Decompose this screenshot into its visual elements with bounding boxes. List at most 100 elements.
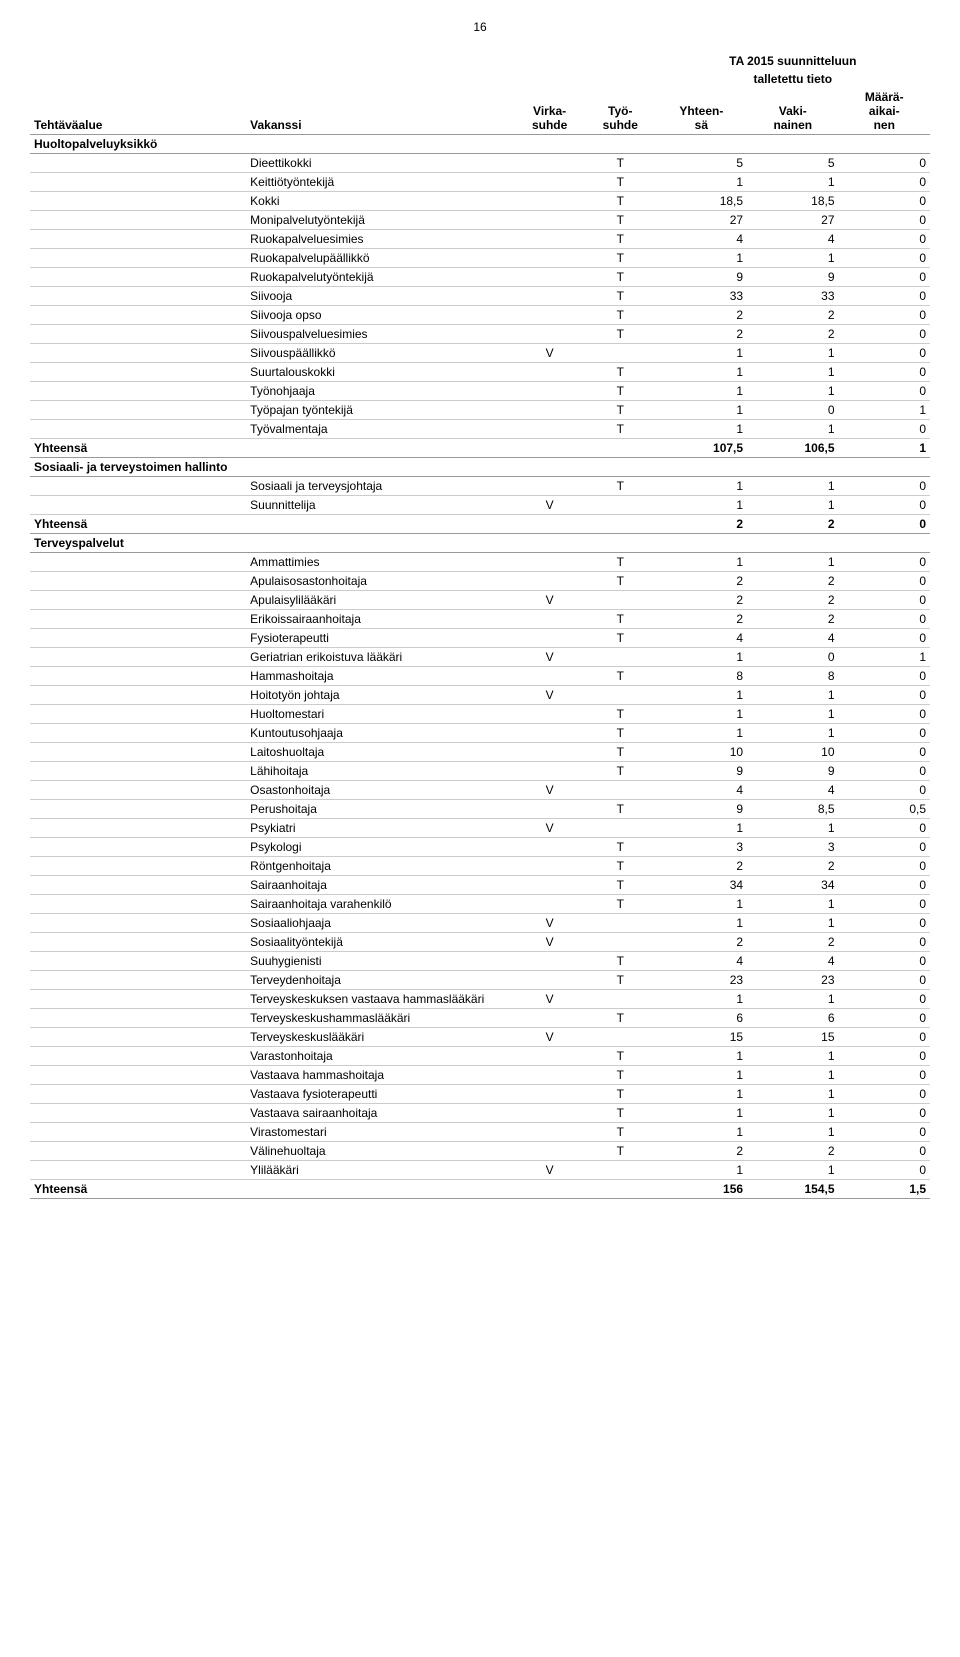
staffing-table: Tehtäväalue Vakanssi Virka-suhde Työ-suh… xyxy=(30,52,930,1199)
cell-maara: 0 xyxy=(839,306,931,325)
cell-maara: 0 xyxy=(839,1066,931,1085)
cell-vakanssi: Hoitotyön johtaja xyxy=(246,686,514,705)
cell-virka xyxy=(514,667,585,686)
cell-tehtava xyxy=(30,800,246,819)
cell-maara: 0 xyxy=(839,477,931,496)
cell-maara: 0 xyxy=(839,952,931,971)
cell-tyo: T xyxy=(585,971,656,990)
cell-tyo: T xyxy=(585,762,656,781)
cell-vaki: 1 xyxy=(747,363,838,382)
cell-yht: 1 xyxy=(656,819,747,838)
cell-yht: 9 xyxy=(656,800,747,819)
cell-tehtava xyxy=(30,1028,246,1047)
cell-yht: 1 xyxy=(656,363,747,382)
cell-vakanssi: Röntgenhoitaja xyxy=(246,857,514,876)
cell-vaki: 9 xyxy=(747,268,838,287)
cell-tyo xyxy=(585,648,656,667)
cell-vakanssi: Laitoshuoltaja xyxy=(246,743,514,762)
cell-virka xyxy=(514,1085,585,1104)
cell-tehtava xyxy=(30,933,246,952)
cell-virka: V xyxy=(514,819,585,838)
cell-virka xyxy=(514,724,585,743)
cell-tehtava xyxy=(30,686,246,705)
cell-vaki: 1 xyxy=(747,1047,838,1066)
table-row: Hoitotyön johtajaV110 xyxy=(30,686,930,705)
cell-vaki: 4 xyxy=(747,629,838,648)
cell-maara: 0 xyxy=(839,1161,931,1180)
cell-yht: 2 xyxy=(656,933,747,952)
cell-tehtava xyxy=(30,325,246,344)
table-row: ErikoissairaanhoitajaT220 xyxy=(30,610,930,629)
cell-vaki: 9 xyxy=(747,762,838,781)
cell-vaki: 15 xyxy=(747,1028,838,1047)
cell-vakanssi: Psykologi xyxy=(246,838,514,857)
cell-vaki: 1 xyxy=(747,1123,838,1142)
cell-virka xyxy=(514,971,585,990)
cell-yht: 6 xyxy=(656,1009,747,1028)
total-label: Yhteensä xyxy=(30,515,246,534)
cell-tehtava xyxy=(30,971,246,990)
cell-virka xyxy=(514,1123,585,1142)
cell-tyo xyxy=(585,990,656,1009)
cell-yht: 1 xyxy=(656,477,747,496)
cell-vakanssi: Siivouspäällikkö xyxy=(246,344,514,363)
cell-vaki: 27 xyxy=(747,211,838,230)
cell-virka xyxy=(514,876,585,895)
cell-tehtava xyxy=(30,268,246,287)
cell-tyo: T xyxy=(585,572,656,591)
cell-virka xyxy=(514,1047,585,1066)
cell-virka xyxy=(514,363,585,382)
cell-maara: 0 xyxy=(839,857,931,876)
cell-vakanssi: Sairaanhoitaja xyxy=(246,876,514,895)
cell-vaki: 1 xyxy=(747,420,838,439)
cell-vakanssi: Terveyskeskushammaslääkäri xyxy=(246,1009,514,1028)
cell-tehtava xyxy=(30,1161,246,1180)
cell-virka xyxy=(514,572,585,591)
cell-vaki: 3 xyxy=(747,838,838,857)
cell-virka xyxy=(514,1142,585,1161)
cell-vaki: 1 xyxy=(747,895,838,914)
cell-tyo: T xyxy=(585,154,656,173)
table-row: ApulaisosastonhoitajaT220 xyxy=(30,572,930,591)
table-row: KokkiT18,518,50 xyxy=(30,192,930,211)
cell-vakanssi: Apulaisylilääkäri xyxy=(246,591,514,610)
table-row: SiivouspäällikköV110 xyxy=(30,344,930,363)
cell-vakanssi: Osastonhoitaja xyxy=(246,781,514,800)
page-number: 16 xyxy=(30,20,930,34)
table-row: ApulaisylilääkäriV220 xyxy=(30,591,930,610)
table-row: DieettikokkiT550 xyxy=(30,154,930,173)
cell-yht: 2 xyxy=(656,857,747,876)
cell-vakanssi: Ruokapalveluesimies xyxy=(246,230,514,249)
table-row: SosiaalityöntekijäV220 xyxy=(30,933,930,952)
cell-vakanssi: Lähihoitaja xyxy=(246,762,514,781)
cell-vakanssi: Perushoitaja xyxy=(246,800,514,819)
cell-vaki: 1 xyxy=(747,914,838,933)
cell-tehtava xyxy=(30,667,246,686)
cell-virka xyxy=(514,477,585,496)
cell-yht: 1 xyxy=(656,914,747,933)
cell-tehtava xyxy=(30,838,246,857)
cell-vaki: 1 xyxy=(747,1066,838,1085)
cell-vakanssi: Sairaanhoitaja varahenkilö xyxy=(246,895,514,914)
cell-vaki: 23 xyxy=(747,971,838,990)
cell-maara: 0 xyxy=(839,895,931,914)
cell-tehtava xyxy=(30,914,246,933)
table-row: RöntgenhoitajaT220 xyxy=(30,857,930,876)
cell-yht: 9 xyxy=(656,268,747,287)
table-row: VarastonhoitajaT110 xyxy=(30,1047,930,1066)
cell-tyo: T xyxy=(585,705,656,724)
cell-virka xyxy=(514,211,585,230)
cell-tyo: T xyxy=(585,1009,656,1028)
table-row: Sairaanhoitaja varahenkilöT110 xyxy=(30,895,930,914)
cell-tyo: T xyxy=(585,857,656,876)
cell-vaki: 2 xyxy=(747,325,838,344)
cell-tehtava xyxy=(30,1142,246,1161)
cell-maara: 1 xyxy=(839,648,931,667)
cell-maara: 0 xyxy=(839,211,931,230)
cell-virka: V xyxy=(514,1028,585,1047)
cell-tyo: T xyxy=(585,268,656,287)
cell-virka xyxy=(514,629,585,648)
cell-vakanssi: Keittiötyöntekijä xyxy=(246,173,514,192)
cell-maara: 0 xyxy=(839,1085,931,1104)
cell-yht: 1 xyxy=(656,401,747,420)
